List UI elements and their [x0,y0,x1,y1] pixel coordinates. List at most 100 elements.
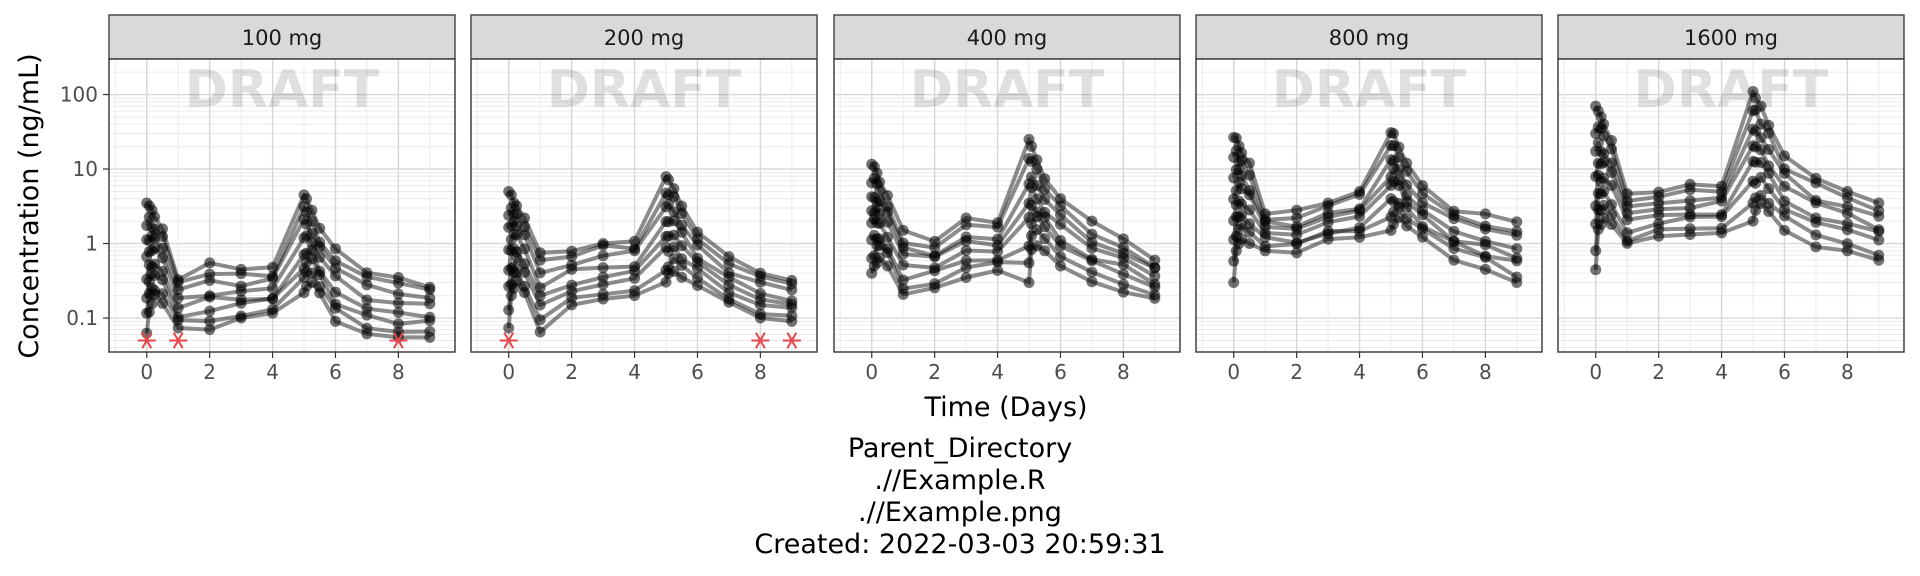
blq-marker-stroke [393,332,404,349]
data-point [1606,180,1617,191]
data-point [157,252,168,264]
data-point [1023,240,1035,252]
data-point [663,174,674,186]
data-point [330,315,341,327]
data-point [1747,215,1759,227]
panel-border [108,58,456,353]
data-point [361,267,373,279]
data-point [267,293,279,305]
data-point [1149,289,1161,301]
data-point [330,270,341,282]
x-axis-title: Time (Days) [923,392,1087,423]
data-point [1401,165,1413,177]
x-tick-label: 0 [140,360,153,384]
caption-created: Created: 2022-03-03 20:59:31 [754,529,1166,560]
x-tick-label: 0 [1227,360,1240,384]
data-point [663,261,674,273]
data-point [301,193,312,205]
data-point [1228,255,1240,267]
data-point [1228,234,1240,246]
data-point [1039,206,1051,218]
data-point [149,224,161,235]
data-point [1417,231,1428,243]
x-tick-label: 8 [1479,360,1492,384]
data-point [786,295,798,307]
data-point [874,176,886,188]
data-point [1354,222,1366,234]
data-point [314,265,326,277]
data-point [1763,183,1775,195]
data-point [1779,203,1790,215]
data-point [1322,228,1334,240]
data-point [566,279,578,291]
blq-marker-stroke [503,332,515,349]
data-point [1621,235,1633,247]
data-point [1779,224,1790,236]
data-point [1055,251,1066,263]
data-point [1511,243,1523,255]
data-point [754,308,766,320]
x-tick-label: 2 [928,360,941,384]
data-point [1873,197,1885,209]
data-point [1417,188,1428,199]
draft-watermark: DRAFT [1272,60,1467,120]
data-point [361,303,373,315]
data-point [1026,140,1037,152]
x-tick-label: 6 [1416,360,1429,384]
data-point [204,315,216,327]
data-point [157,265,168,277]
data-point [1086,276,1098,288]
data-point [172,302,184,314]
data-point [157,242,168,254]
data-point [960,231,972,243]
data-point [1598,118,1610,130]
data-point [314,281,326,293]
data-point [1590,218,1602,230]
x-tick-label: 2 [1290,360,1303,384]
x-tick-label: 8 [754,360,767,384]
data-point [897,259,909,271]
facet-strip [1557,14,1905,60]
data-point [519,221,530,233]
y-tick-label: 10 [73,157,98,181]
blq-marker [137,332,156,349]
data-point [868,250,880,262]
data-point [1259,208,1271,220]
x-tick-label: 0 [865,360,878,384]
data-point [511,200,523,212]
data-point [1448,235,1460,247]
data-point [1228,215,1240,227]
data-point [1031,240,1043,252]
data-point [1055,218,1066,230]
data-point [267,261,279,273]
data-point [929,278,941,290]
data-point [597,238,609,249]
data-point [314,251,326,263]
data-point [1031,206,1043,218]
data-point [1511,226,1523,237]
data-point [629,235,641,247]
data-point [1873,205,1885,217]
data-point [1291,237,1303,249]
data-point [1755,144,1767,156]
data-point [1393,151,1405,163]
data-point [534,247,546,259]
facet-strip [1195,14,1543,60]
facet-panel: 100 mg DRAFT 0 2 4 6 8 [108,14,456,384]
data-point [1479,263,1491,275]
blq-marker-stroke [786,332,798,349]
data-point [723,267,735,279]
data-point [1684,178,1696,190]
data-point [1055,260,1066,272]
data-point [141,307,153,319]
data-point [1039,173,1051,185]
facet-label: 800 mg [1329,26,1410,50]
data-point [330,298,341,310]
data-point [1684,195,1696,207]
data-point [676,200,688,212]
x-tick-label: 4 [1715,360,1728,384]
data-point [1606,157,1617,169]
data-point [1236,209,1248,221]
data-point [1023,212,1035,223]
